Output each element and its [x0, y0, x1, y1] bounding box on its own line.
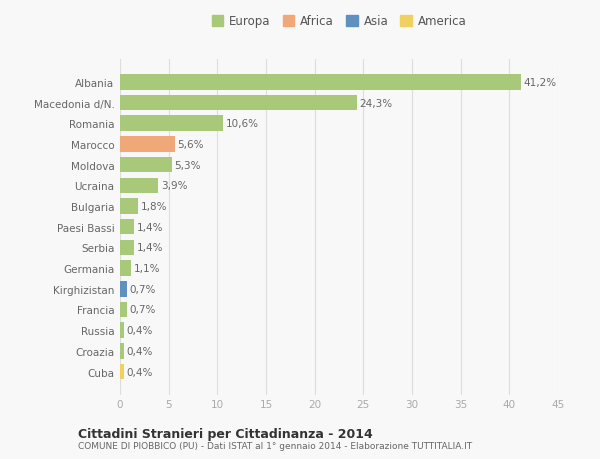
Text: COMUNE DI PIOBBICO (PU) - Dati ISTAT al 1° gennaio 2014 - Elaborazione TUTTITALI: COMUNE DI PIOBBICO (PU) - Dati ISTAT al … [78, 441, 472, 450]
Text: 0,7%: 0,7% [130, 305, 156, 315]
Bar [120, 261, 131, 276]
Text: 5,6%: 5,6% [178, 140, 204, 150]
Text: 1,8%: 1,8% [140, 202, 167, 212]
Bar [120, 95, 356, 111]
Bar [120, 364, 124, 380]
Bar [120, 240, 134, 256]
Bar [120, 281, 127, 297]
Text: 10,6%: 10,6% [226, 119, 259, 129]
Bar [120, 323, 124, 338]
Text: 1,1%: 1,1% [134, 263, 160, 274]
Bar [120, 199, 137, 214]
Text: 1,4%: 1,4% [137, 222, 163, 232]
Bar [120, 302, 127, 318]
Text: 5,3%: 5,3% [175, 160, 201, 170]
Legend: Europa, Africa, Asia, America: Europa, Africa, Asia, America [212, 15, 467, 28]
Bar [120, 137, 175, 152]
Bar [120, 75, 521, 90]
Bar [120, 116, 223, 132]
Text: 3,9%: 3,9% [161, 181, 187, 191]
Text: 0,4%: 0,4% [127, 346, 153, 356]
Bar [120, 157, 172, 173]
Text: 41,2%: 41,2% [524, 78, 557, 88]
Bar [120, 219, 134, 235]
Text: 0,4%: 0,4% [127, 367, 153, 377]
Text: 0,4%: 0,4% [127, 325, 153, 336]
Text: Cittadini Stranieri per Cittadinanza - 2014: Cittadini Stranieri per Cittadinanza - 2… [78, 427, 373, 440]
Text: 1,4%: 1,4% [137, 243, 163, 253]
Text: 24,3%: 24,3% [359, 98, 392, 108]
Text: 0,7%: 0,7% [130, 284, 156, 294]
Bar [120, 343, 124, 359]
Bar [120, 178, 158, 194]
